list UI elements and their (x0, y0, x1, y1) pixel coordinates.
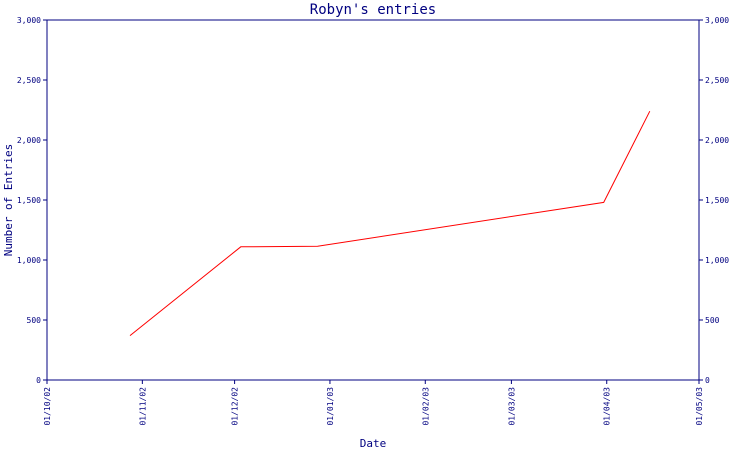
y-tick-label-left: 500 (27, 316, 42, 325)
y-tick-label-left: 2,500 (17, 76, 41, 85)
y-tick-label-right: 2,000 (705, 136, 729, 145)
x-tick-label: 01/11/02 (138, 387, 147, 426)
x-tick-label: 01/01/03 (326, 387, 335, 426)
x-tick-label: 01/12/02 (231, 387, 240, 426)
y-tick-label-left: 0 (36, 376, 41, 385)
y-tick-label-left: 3,000 (17, 16, 41, 25)
y-tick-label-right: 2,500 (705, 76, 729, 85)
y-tick-label-right: 1,000 (705, 256, 729, 265)
chart-title: Robyn's entries (310, 2, 436, 18)
y-tick-label-left: 2,000 (17, 136, 41, 145)
series-group (129, 110, 651, 336)
y-tick-label-left: 1,500 (17, 196, 41, 205)
x-axis-label: Date (360, 437, 387, 450)
plot-frame (46, 19, 700, 381)
y-tick-label-right: 3,000 (705, 16, 729, 25)
x-tick-label: 01/02/03 (421, 387, 430, 426)
x-tick-label: 01/05/03 (695, 387, 704, 426)
x-tick-label: 01/04/03 (603, 387, 612, 426)
y-tick-label-right: 1,500 (705, 196, 729, 205)
series-line (129, 110, 651, 336)
x-tick-label: 01/03/03 (507, 387, 516, 426)
y-tick-label-left: 1,000 (17, 256, 41, 265)
y-tick-group: 0 0 500 500 1,000 1,000 1,500 1,500 2,000 2,000 2,… (17, 16, 729, 385)
y-tick-label-right: 0 (705, 376, 710, 385)
y-axis-label: Number of Entries (2, 144, 15, 257)
x-tick-group: 01/10/02 01/11/02 01/12/02 01/01/03 01/02/03… (43, 380, 704, 426)
y-tick-label-right: 500 (705, 316, 720, 325)
x-tick-label: 01/10/02 (43, 387, 52, 426)
